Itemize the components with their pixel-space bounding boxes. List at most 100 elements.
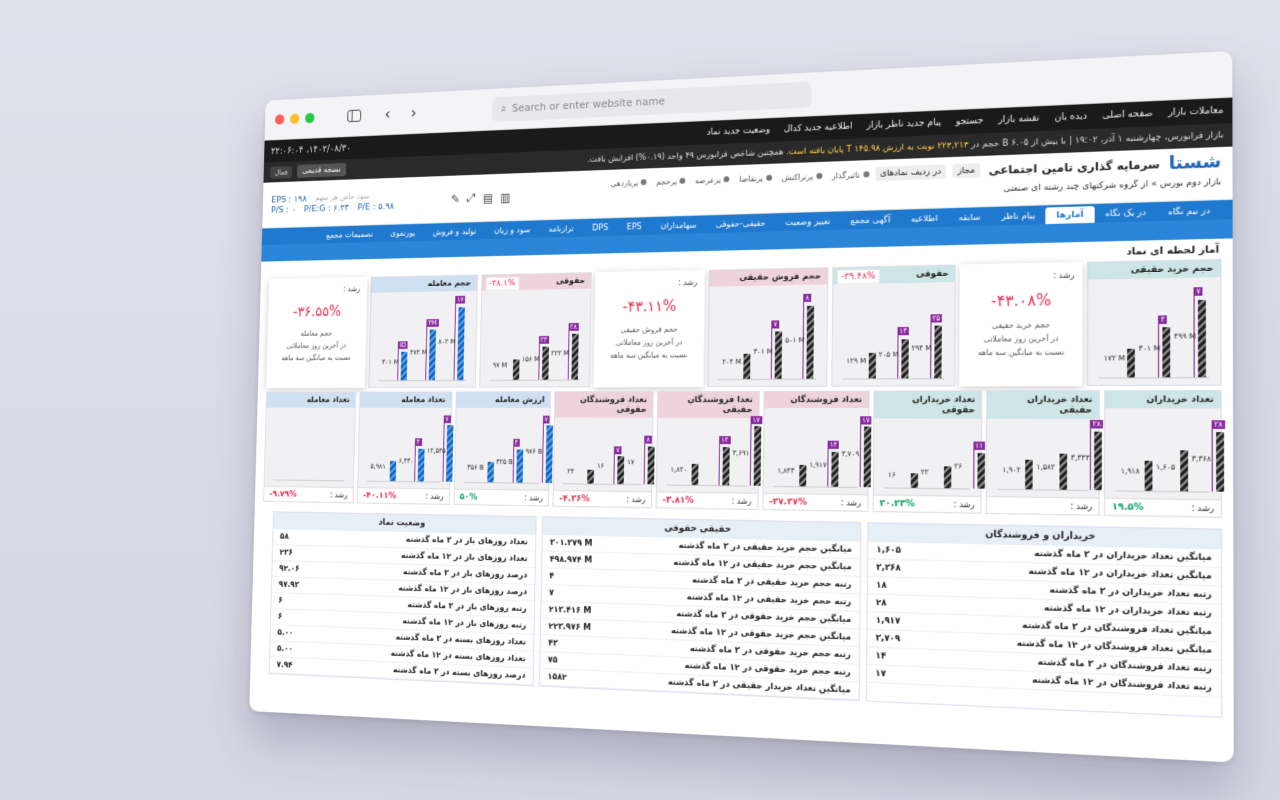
chart-bar (417, 448, 424, 481)
growth-popup-line: نسبت به میانگین سه ماهه (274, 351, 359, 364)
chart-bar (1128, 349, 1136, 378)
summary-row-value: ۳,۷۰۹ (876, 633, 901, 644)
chart-bar-label: ۱۶ (888, 471, 896, 479)
top-nav-link[interactable]: اطلاعیه جدید کدال (784, 122, 853, 135)
growth-popup: رشد : -۴۳.۱۱% حجم فروش حقیقی در آخرین روز م… (594, 270, 706, 388)
chart-bar-label: ۳۰۱ M (382, 358, 399, 366)
forward-arrow-icon[interactable]: › (406, 103, 422, 122)
chart-bar-rank: ۱۴ (827, 440, 839, 448)
chart-bar-label: ۵,۹۸۱ (370, 463, 385, 471)
chart-bar-rank: ۸ (645, 436, 652, 444)
top-nav-link[interactable]: معاملات بازار (1168, 105, 1223, 118)
legend-item: تاثیرگذار (832, 170, 869, 180)
stat-chart-card[interactable]: تعداد خریداران ۱,۹۱۸ ۱,۶۰۵ ۲۸ ۳,۳۶۸ رشد : ۱۹.۵… (1104, 390, 1222, 518)
growth-value: -۳.۸۱% (662, 495, 693, 505)
zoom-window-button[interactable] (305, 113, 315, 124)
tab-item[interactable]: سود و زیان (485, 222, 540, 239)
top-nav-link[interactable]: صفحه اصلی (1102, 109, 1152, 122)
chart-bar (512, 359, 519, 380)
summary-row-label: میانگین تعداد خریداران در ۱۲ ماه گذشته (1028, 566, 1211, 581)
tab-item[interactable]: سابقه (948, 209, 991, 227)
stat-chart-card[interactable]: تعداد فروشندگان ۱,۸۴۴ ۱۴ ۱,۹۱۷ ۱۷ ۳,۷۰۹ رشد : -… (762, 391, 869, 512)
sidebar-toggle-icon[interactable] (347, 110, 361, 123)
top-nav-link[interactable]: نقشه بازار (998, 113, 1039, 125)
chart-bar-label: ۳۲۵ B (496, 458, 513, 466)
chart-bar-rank: ۱۷ (751, 416, 762, 424)
chart-bar-label: ۱۷۲ M (1104, 354, 1125, 363)
chart-bar (775, 332, 782, 379)
stat-chart-card[interactable]: تعداد فروشندگان حقوقی ۲۴ ۷ ۱۶ ۸ ۱۷ رشد : -۴.۲۶% (553, 391, 654, 508)
tab-item[interactable]: ترازنامه (539, 221, 583, 238)
close-window-button[interactable] (275, 114, 284, 124)
stat-chart-card[interactable]: تعداد معامله رشد : -۹.۷۹% (263, 392, 356, 504)
tab-item[interactable]: در یک نگاه (1094, 204, 1157, 223)
stat-chart-card[interactable]: حجم معامله ID ۳۰۱ M ۳M ۴۷۴ M ۱۷ ۸۰۲ M (368, 275, 477, 388)
tab-item[interactable]: سهامداران (651, 217, 706, 234)
summary-row-label: میانگین تعداد خریدار حقیقی در ۳ ماه گذشت… (668, 677, 851, 695)
chart-bar-rank: ۷ (444, 415, 451, 423)
bar-chart-icon[interactable]: ▥ (500, 190, 510, 204)
stat-chart-card[interactable]: حقوقی -۳۹.۴۸% ۱۲۹ M ۱۳ ۲۰۵ M ۲۵ ۲۹۴ M (831, 265, 956, 387)
chart-bar-rank: ۴ (1158, 315, 1167, 324)
symbol-code: شستا (1169, 151, 1222, 174)
stat-chart-card[interactable]: تعداد خریداران حقوقی ۱۶ ۲۲ ۱۱ ۲۶ رشد : ۲۰.۲۳% (872, 391, 982, 514)
chart-bar-rank: ۱۴ (719, 436, 730, 444)
back-arrow-icon[interactable]: ‹ (380, 105, 396, 124)
top-nav-link[interactable]: جستجو (956, 116, 984, 127)
summary-row-value: ۲۸ (876, 598, 887, 609)
top-nav-link[interactable]: دیده بان (1054, 111, 1087, 123)
summary-row-value: ۶ (278, 596, 283, 606)
tab-item[interactable]: پیام ناظر (991, 207, 1046, 225)
tab-item[interactable]: تصمیمات مجمع (317, 227, 381, 244)
ps-value: P/S : ۰ (271, 204, 296, 215)
active-toggle[interactable]: فعال (270, 166, 292, 179)
table-icon[interactable]: ▤ (483, 191, 493, 205)
tab-item[interactable]: آگهی مجمع (840, 212, 900, 230)
chart-bar-label: ۱,۹۰۲ (1002, 466, 1020, 475)
stat-chart-card[interactable]: تعدا فروشندگان حقیقی ۱,۸۲۰ ۱۴ ۱۷ ۳,۶۹۱ رشد : -… (656, 391, 760, 510)
chart-bar (429, 330, 436, 380)
top-nav-link[interactable]: وضعیت جدید نماد (707, 125, 771, 138)
growth-value: -۹.۷۹% (269, 489, 297, 499)
tab-item[interactable]: تولید و فروش (424, 224, 486, 241)
tab-item[interactable]: حقیقی-حقوقی (706, 215, 776, 233)
tab-item[interactable]: اطلاعیه (900, 210, 948, 228)
top-nav-link[interactable]: پیام جدید ناظر بازار (866, 118, 941, 131)
chart-title: تعداد فروشندگان (764, 392, 868, 408)
growth-popup-line: نسبت به میانگین سه ماهه (968, 345, 1074, 359)
trend-icon[interactable]: ⤢ (467, 191, 476, 206)
chart-bar-rank-line (750, 424, 752, 486)
tab-item[interactable]: DPS (583, 220, 618, 237)
chart-bar-rank: ۳M (426, 319, 438, 327)
summary-row-value: ۴۹۸.۹۷۴ M (550, 555, 593, 566)
summary-row-label: رتبه تعداد خریداران در ۱۲ ماه گذشته (1044, 603, 1212, 619)
chart-bar-rank-line (1090, 428, 1091, 490)
address-bar[interactable]: ⌕ Search or enter website name (492, 81, 812, 122)
stat-chart-card[interactable]: حجم خرید حقیقی ۱۷۲ M ۴ ۳۰۱ M ۷ ۴۹۹ M (1087, 259, 1221, 386)
chart-bar-label: ۴۹۹ M (1174, 332, 1196, 341)
stat-chart-card[interactable]: حقوقی -۳۸.۱% ۹۷ M ۲۴ ۱۵۶ M ۲۸ ۲۲۲ M (479, 272, 592, 387)
tab-item[interactable]: EPS (617, 219, 651, 236)
summary-row-label: میانگین حجم خرید حقوقی در ۳ ماه گذشته (676, 609, 851, 625)
summary-row-label: رتبه حجم خرید حقوقی در ۳ ماه گذشته (690, 644, 851, 661)
growth-value: -۴۰.۱۱% (363, 491, 396, 501)
legend-item: پربازدهی (610, 178, 646, 188)
stats-row-2: تعداد خریداران ۱,۹۱۸ ۱,۶۰۵ ۲۸ ۳,۳۶۸ رشد :۱۹.۵… (255, 390, 1233, 518)
summary-row-value: ۱,۶۰۵ (876, 545, 901, 556)
search-icon: ⌕ (501, 102, 507, 116)
old-version-button[interactable]: نسخه قدیمی (297, 163, 346, 178)
chart-footer: رشد : -۴.۲۶% (554, 490, 651, 507)
minimize-window-button[interactable] (290, 113, 299, 124)
tab-item[interactable]: پورتفوی (382, 226, 425, 242)
tab-item[interactable]: در نیم نگاه (1157, 202, 1221, 221)
chart-bar-label: ۲۶ (954, 462, 962, 470)
chart-bar-label: ۹۷ M (493, 361, 507, 369)
stat-chart-card[interactable]: ارزش معامله ۳۵۶ B ۴ ۳۲۵ B ۷ ۹۷۶ B رشد : ۵۰% (453, 391, 551, 506)
summary-row-label: تعداد روزهای باز در ۳ ماه گذشته (406, 535, 528, 547)
tab-item[interactable]: آمارها (1046, 206, 1095, 224)
tab-item[interactable]: تغییر وضعیت (775, 213, 840, 231)
stat-chart-card[interactable]: تعداد معامله ۵,۹۸۱ ۴ ۶,۳۳۰ ۷ ۱۲,۵۴۵ رشد : -۴۰.۱… (357, 392, 452, 505)
stat-chart-card[interactable]: تعداد خریداران حقیقی ۱,۹۰۲ ۱,۵۸۲ ۲۸ ۳,۳۴۳ رشد… (986, 390, 1100, 515)
edit-icon[interactable]: ✎ (451, 192, 460, 206)
stat-chart-card[interactable]: حجم فروش حقیقی ۲۰۴ M ۷ ۳۰۱ M ۸ ۵۰۱ M (707, 267, 828, 387)
